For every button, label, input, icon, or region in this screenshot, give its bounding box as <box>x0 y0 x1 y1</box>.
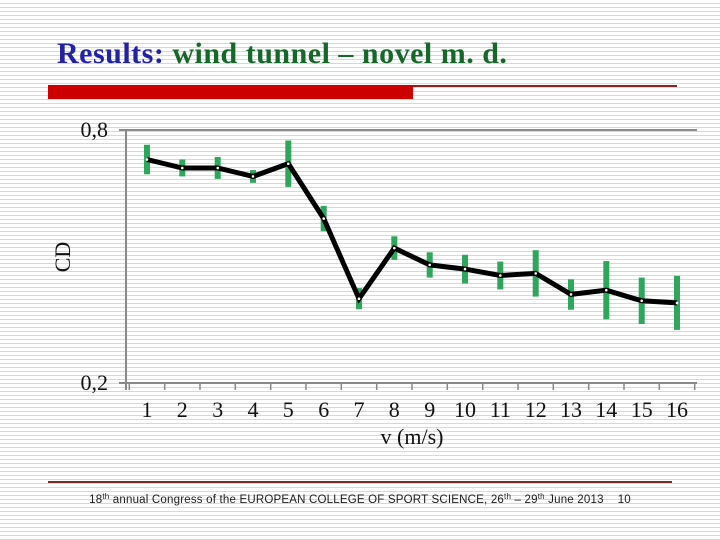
footer-sup2: th <box>504 492 512 501</box>
x-tick-label: 2 <box>176 397 188 422</box>
y-tick-label-top: 0,8 <box>80 117 109 142</box>
footer-text: 18th annual Congress of the EUROPEAN COL… <box>0 492 720 506</box>
slide-title-rest: wind tunnel – novel m. d. <box>164 37 508 70</box>
x-tick-label: 13 <box>560 397 582 422</box>
x-tick-label: 10 <box>454 397 476 422</box>
slide-title: Results: wind tunnel – novel m. d. <box>57 37 507 71</box>
x-tick-label: 6 <box>318 397 330 422</box>
x-tick-label: 3 <box>212 397 224 422</box>
x-tick-label: 8 <box>388 397 400 422</box>
footer-part1: 18 <box>89 494 103 506</box>
page-number: 10 <box>617 494 631 506</box>
x-tick-label: 15 <box>630 397 653 422</box>
x-tick-label: 12 <box>524 397 547 422</box>
x-tick-label: 11 <box>489 397 511 422</box>
y-tick-label-bottom: 0,2 <box>80 370 109 395</box>
x-axis-title: v (m/s) <box>380 424 444 449</box>
x-tick-label: 1 <box>141 397 153 422</box>
x-tick-label: 9 <box>424 397 436 422</box>
x-tick-label: 16 <box>666 397 688 422</box>
slide-title-prefix: Results: <box>57 37 165 70</box>
x-tick-label: 14 <box>595 397 618 422</box>
footer-sup3: th <box>537 492 545 501</box>
footer-sup1: th <box>102 492 110 501</box>
x-tick-label: 7 <box>353 397 365 422</box>
x-tick-label: 5 <box>282 397 294 422</box>
footer-part4: June 2013 <box>544 494 604 506</box>
title-underline-bar <box>48 85 413 99</box>
footer-part2: annual Congress of the EUROPEAN COLLEGE … <box>109 494 505 506</box>
footer-part3: – 29 <box>511 494 538 506</box>
footer-divider <box>48 481 672 483</box>
x-tick-label: 4 <box>247 397 259 422</box>
